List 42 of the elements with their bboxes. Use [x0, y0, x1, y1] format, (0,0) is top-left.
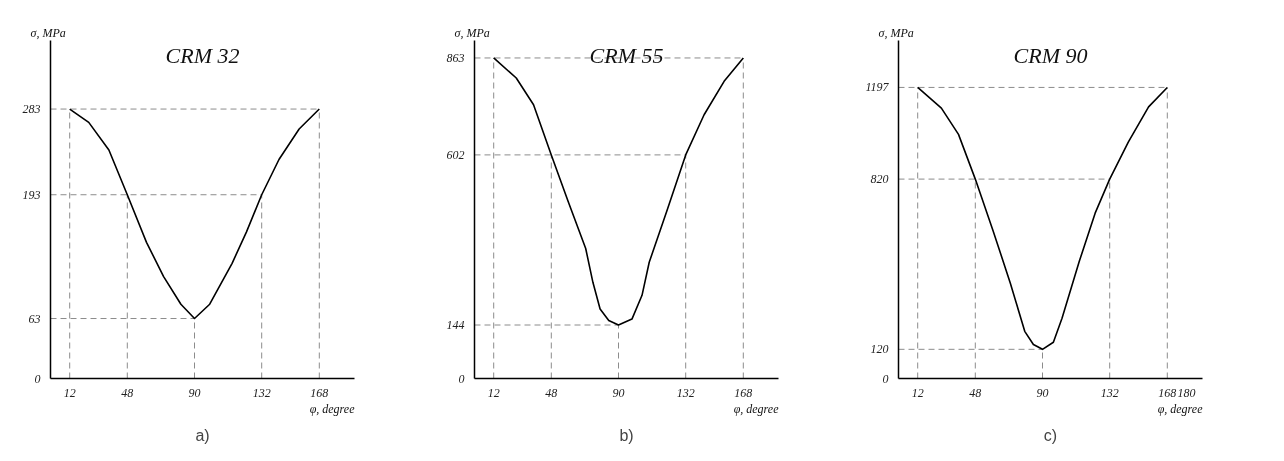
y-tick-label: 283 [22, 102, 41, 117]
x-tick-label: 90 [612, 385, 625, 400]
y-tick-label: 144 [446, 318, 465, 333]
y-tick-label: 1197 [865, 80, 890, 95]
y-axis-title: σ, MPa [30, 25, 66, 40]
y-tick-label: 0 [458, 371, 465, 386]
x-tick-label: 90 [1036, 385, 1049, 400]
y-tick-label: 0 [34, 371, 41, 386]
x-tick-label: 168 [310, 385, 329, 400]
x-tick-label: 132 [252, 385, 271, 400]
line-series [916, 86, 1169, 351]
y-tick-label: 863 [446, 50, 465, 65]
y-tick-label: 193 [22, 187, 41, 202]
x-tick-label: 12 [487, 385, 500, 400]
y-tick-label: 0 [882, 371, 889, 386]
x-tick-label: 132 [676, 385, 695, 400]
chart-title: CRM 90 [1013, 42, 1088, 68]
line-series [68, 108, 321, 320]
x-tick-label: 180 [1177, 385, 1196, 400]
x-axis-title: φ, degree [309, 401, 356, 416]
x-axis-title: φ, degree [1157, 401, 1204, 416]
x-tick-label: 132 [1100, 385, 1119, 400]
text: c) [1043, 426, 1058, 444]
y-axis-title: σ, MPa [454, 25, 490, 40]
text: b) [619, 426, 634, 444]
x-tick-label: 48 [969, 385, 982, 400]
x-tick-label: 168 [1158, 385, 1177, 400]
x-axis-title: φ, degree [733, 401, 780, 416]
x-tick-label: 90 [188, 385, 201, 400]
y-tick-label: 820 [870, 172, 889, 187]
x-tick-label: 48 [545, 385, 558, 400]
x-tick-label: 12 [63, 385, 76, 400]
y-axis-title: σ, MPa [878, 25, 914, 40]
x-tick-label: 48 [121, 385, 134, 400]
x-tick-label: 168 [734, 385, 753, 400]
x-tick-label: 12 [911, 385, 924, 400]
y-tick-label: 602 [446, 147, 465, 162]
chart-title: CRM 55 [589, 42, 664, 68]
y-tick-label: 120 [870, 342, 889, 357]
text: a) [195, 426, 210, 444]
chart-title: CRM 32 [165, 42, 240, 68]
y-tick-label: 63 [28, 311, 41, 326]
